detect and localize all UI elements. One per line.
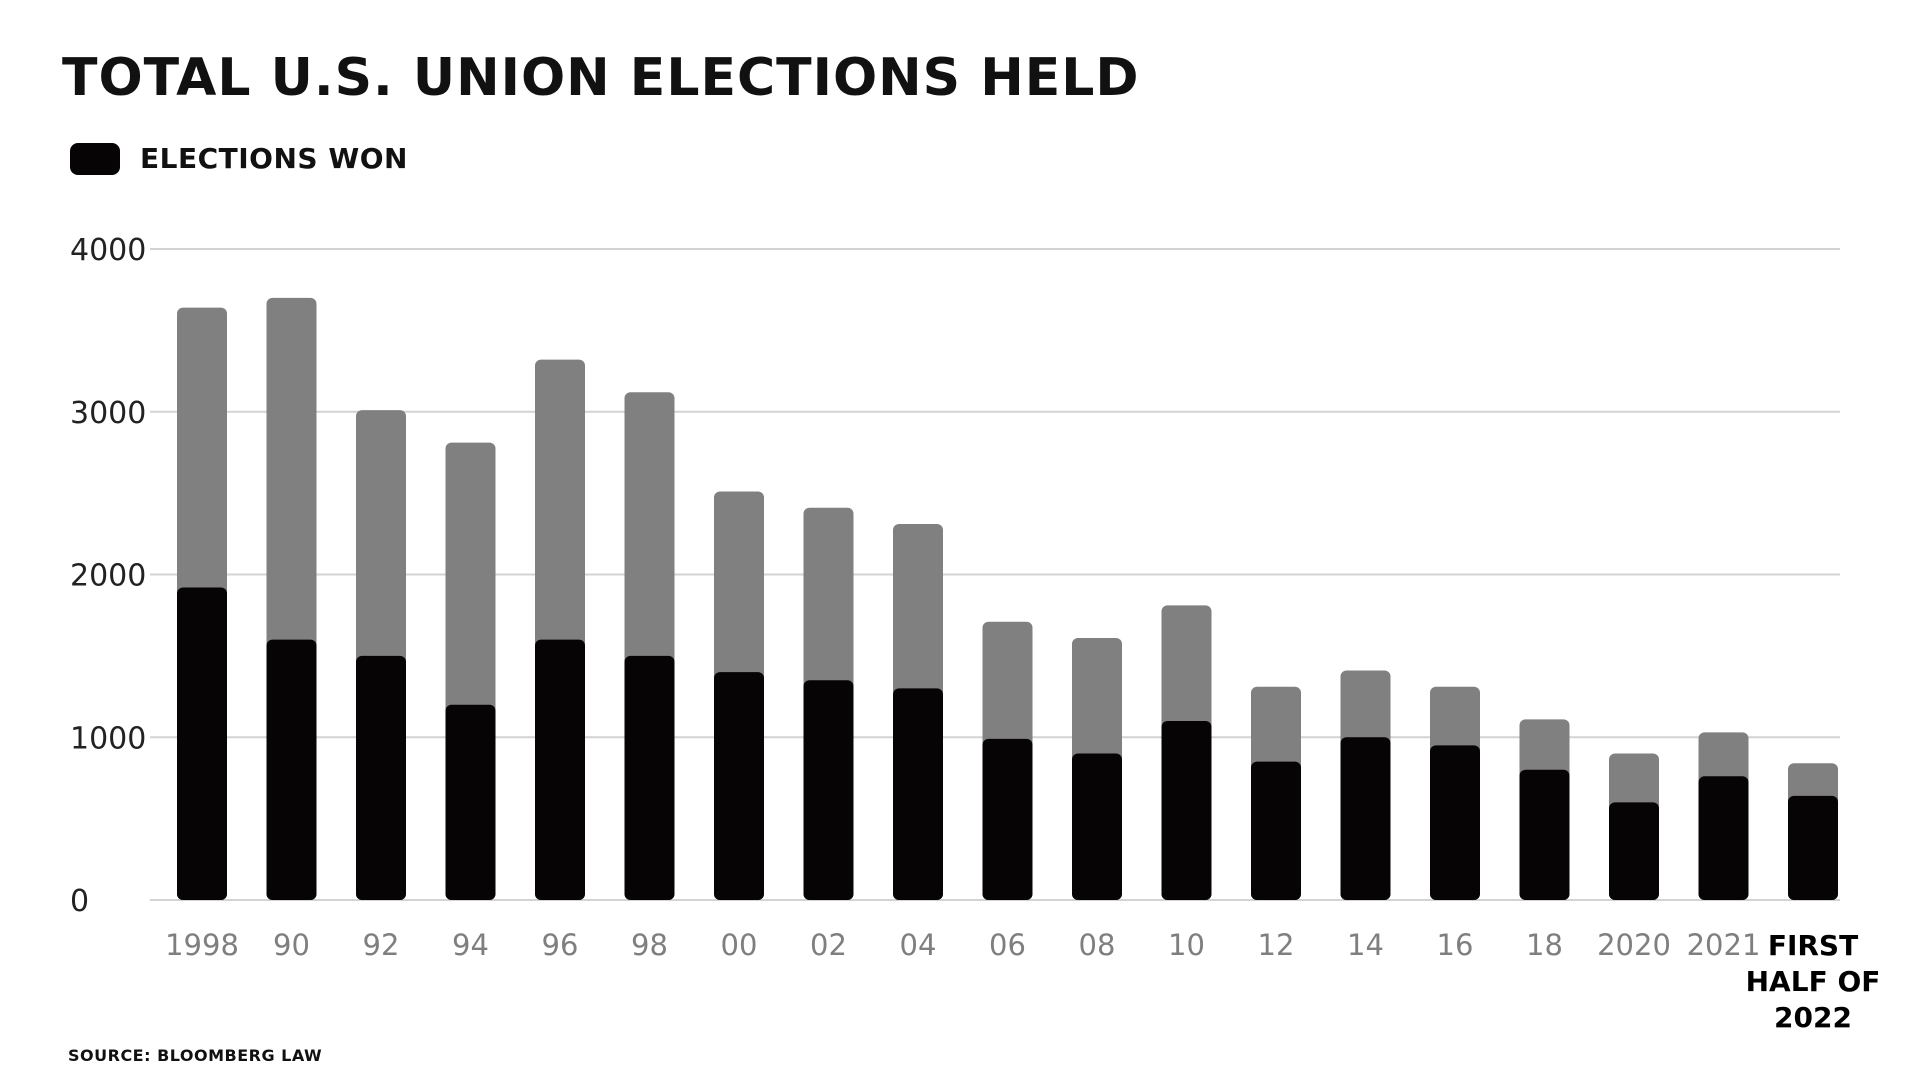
bar-won-3	[445, 704, 496, 900]
bar-won-4	[535, 639, 585, 900]
x-tick-label-5: 98	[631, 928, 668, 962]
bar-won-18	[1788, 795, 1838, 900]
chart-title: TOTAL U.S. UNION ELECTIONS HELD	[62, 48, 1140, 108]
x-tick-label-4: 96	[542, 928, 579, 962]
bar-won-10	[1072, 753, 1122, 900]
y-tick-label-4000: 4000	[70, 233, 146, 268]
bar-won-12	[1251, 761, 1301, 900]
y-tick-label-1000: 1000	[70, 721, 146, 756]
bar-won-15	[1519, 769, 1570, 900]
legend-swatch-elections-won	[70, 142, 120, 175]
y-tick-label-2000: 2000	[70, 559, 146, 594]
bar-won-8	[893, 688, 943, 900]
x-tick-label-16: 2020	[1597, 928, 1671, 962]
x-tick-label-8: 04	[900, 928, 937, 962]
x-tick-label-10: 08	[1079, 928, 1116, 962]
bar-won-11	[1161, 720, 1212, 900]
x-tick-label-15: 18	[1526, 928, 1563, 962]
bar-won-0	[177, 587, 227, 900]
bar-won-14	[1430, 745, 1480, 900]
x-tick-label-11: 10	[1168, 928, 1205, 962]
x-tick-label-3: 94	[452, 928, 489, 962]
bar-won-1	[266, 639, 317, 900]
bar-won-9	[982, 738, 1033, 900]
bar-won-7	[803, 680, 854, 900]
x-tick-label-0: 1998	[165, 928, 239, 962]
x-axis-tick-labels: 1998 90 92 94 96 98 00 02 04 06 08 10 12 14 16 18 2020 20…	[165, 928, 1880, 1034]
bar-won-17	[1698, 776, 1749, 900]
y-tick-label-0: 0	[70, 884, 89, 919]
source-note: SOURCE: BLOOMBERG LAW	[68, 1046, 323, 1065]
bar-won-6	[714, 672, 764, 900]
x-tick-label-7: 02	[810, 928, 847, 962]
bar-won-13	[1340, 737, 1391, 900]
x-tick-label-9: 06	[989, 928, 1026, 962]
y-tick-label-3000: 3000	[70, 396, 146, 431]
x-tick-label-18: FIRST HALF OF 2022	[1746, 929, 1881, 1034]
bars	[177, 297, 1838, 901]
bar-won-5	[624, 655, 675, 900]
bar-won-2	[356, 655, 406, 900]
legend-label: ELECTIONS WON	[140, 142, 408, 175]
bar-won-16	[1609, 802, 1659, 900]
x-tick-label-2: 92	[363, 928, 400, 962]
x-tick-label-6: 00	[721, 928, 758, 962]
legend: ELECTIONS WON	[70, 142, 408, 175]
x-tick-label-13: 14	[1347, 928, 1384, 962]
x-tick-label-1: 90	[273, 928, 310, 962]
y-axis-tick-labels: 0 1000 2000 3000 4000	[70, 233, 146, 919]
x-tick-label-17: 2021	[1687, 928, 1761, 962]
x-tick-label-14: 16	[1437, 928, 1474, 962]
x-tick-label-12: 12	[1258, 928, 1295, 962]
